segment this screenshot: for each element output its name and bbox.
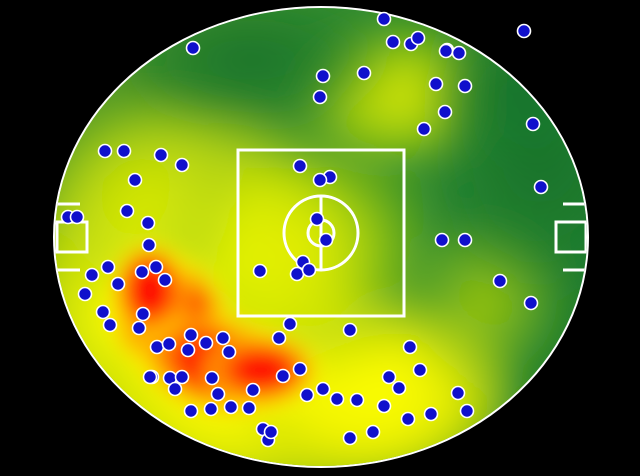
possession-point[interactable]: [116, 143, 132, 159]
possession-point[interactable]: [342, 430, 358, 446]
possession-point[interactable]: [180, 342, 196, 358]
possession-point[interactable]: [140, 215, 156, 231]
possession-point[interactable]: [110, 276, 126, 292]
possession-point[interactable]: [157, 272, 173, 288]
possession-point[interactable]: [161, 336, 177, 352]
possession-point[interactable]: [198, 335, 214, 351]
possession-point[interactable]: [149, 339, 165, 355]
possession-point[interactable]: [95, 304, 111, 320]
possession-point[interactable]: [402, 339, 418, 355]
possession-point[interactable]: [223, 399, 239, 415]
possession-point[interactable]: [457, 232, 473, 248]
possession-point[interactable]: [131, 320, 147, 336]
possession-point[interactable]: [271, 330, 287, 346]
possession-point[interactable]: [423, 406, 439, 422]
centre-square: [236, 148, 406, 318]
possession-point[interactable]: [450, 385, 466, 401]
possession-point[interactable]: [451, 45, 467, 61]
possession-point[interactable]: [356, 65, 372, 81]
hotspot-left-lobe: [110, 240, 190, 340]
possession-point[interactable]: [142, 369, 158, 385]
possession-point[interactable]: [381, 369, 397, 385]
possession-point[interactable]: [174, 157, 190, 173]
possession-point[interactable]: [119, 203, 135, 219]
possession-point[interactable]: [185, 40, 201, 56]
possession-point[interactable]: [292, 361, 308, 377]
possession-point[interactable]: [241, 400, 257, 416]
possession-point[interactable]: [215, 330, 231, 346]
possession-point[interactable]: [100, 259, 116, 275]
possession-point[interactable]: [533, 179, 549, 195]
heat-mid-left-upper: [55, 76, 248, 316]
possession-point[interactable]: [459, 403, 475, 419]
possession-point[interactable]: [410, 30, 426, 46]
possession-point[interactable]: [516, 23, 532, 39]
goal-square-right: [554, 220, 587, 254]
possession-point[interactable]: [318, 232, 334, 248]
possession-point[interactable]: [525, 116, 541, 132]
possession-point[interactable]: [376, 11, 392, 27]
possession-point[interactable]: [174, 369, 190, 385]
possession-point[interactable]: [134, 264, 150, 280]
possession-point[interactable]: [221, 344, 237, 360]
possession-point[interactable]: [299, 387, 315, 403]
possession-point[interactable]: [77, 286, 93, 302]
possession-point[interactable]: [275, 368, 291, 384]
possession-point[interactable]: [252, 263, 268, 279]
possession-point[interactable]: [376, 398, 392, 414]
possession-point[interactable]: [97, 143, 113, 159]
possession-point[interactable]: [245, 382, 261, 398]
possession-point[interactable]: [141, 237, 157, 253]
possession-point[interactable]: [127, 172, 143, 188]
possession-point[interactable]: [523, 295, 539, 311]
possession-point[interactable]: [400, 411, 416, 427]
possession-point[interactable]: [312, 89, 328, 105]
possession-points[interactable]: [60, 11, 549, 448]
possession-point[interactable]: [437, 104, 453, 120]
possession-point[interactable]: [301, 262, 317, 278]
possession-point[interactable]: [183, 403, 199, 419]
possession-point[interactable]: [438, 43, 454, 59]
possession-point[interactable]: [210, 386, 226, 402]
possession-point[interactable]: [282, 316, 298, 332]
possession-point[interactable]: [412, 362, 428, 378]
possession-point[interactable]: [385, 34, 401, 50]
possession-point[interactable]: [457, 78, 473, 94]
possession-point[interactable]: [329, 391, 345, 407]
possession-point[interactable]: [315, 68, 331, 84]
possession-point[interactable]: [416, 121, 432, 137]
possession-point[interactable]: [263, 424, 279, 440]
possession-point[interactable]: [84, 267, 100, 283]
possession-point[interactable]: [203, 401, 219, 417]
possession-point[interactable]: [312, 172, 328, 188]
possession-point[interactable]: [309, 211, 325, 227]
possession-point[interactable]: [167, 381, 183, 397]
possession-point[interactable]: [434, 232, 450, 248]
possession-point[interactable]: [135, 306, 151, 322]
possession-point[interactable]: [391, 380, 407, 396]
possession-point[interactable]: [365, 424, 381, 440]
possession-point[interactable]: [204, 370, 220, 386]
possession-point[interactable]: [183, 327, 199, 343]
possession-point[interactable]: [153, 147, 169, 163]
possession-point[interactable]: [148, 259, 164, 275]
possession-point[interactable]: [428, 76, 444, 92]
possession-point[interactable]: [69, 209, 85, 225]
possession-point[interactable]: [102, 317, 118, 333]
possession-point[interactable]: [342, 322, 358, 338]
possession-point[interactable]: [315, 381, 331, 397]
possession-point[interactable]: [292, 158, 308, 174]
possession-point[interactable]: [492, 273, 508, 289]
possession-point[interactable]: [349, 392, 365, 408]
possession-point[interactable]: [289, 266, 305, 282]
